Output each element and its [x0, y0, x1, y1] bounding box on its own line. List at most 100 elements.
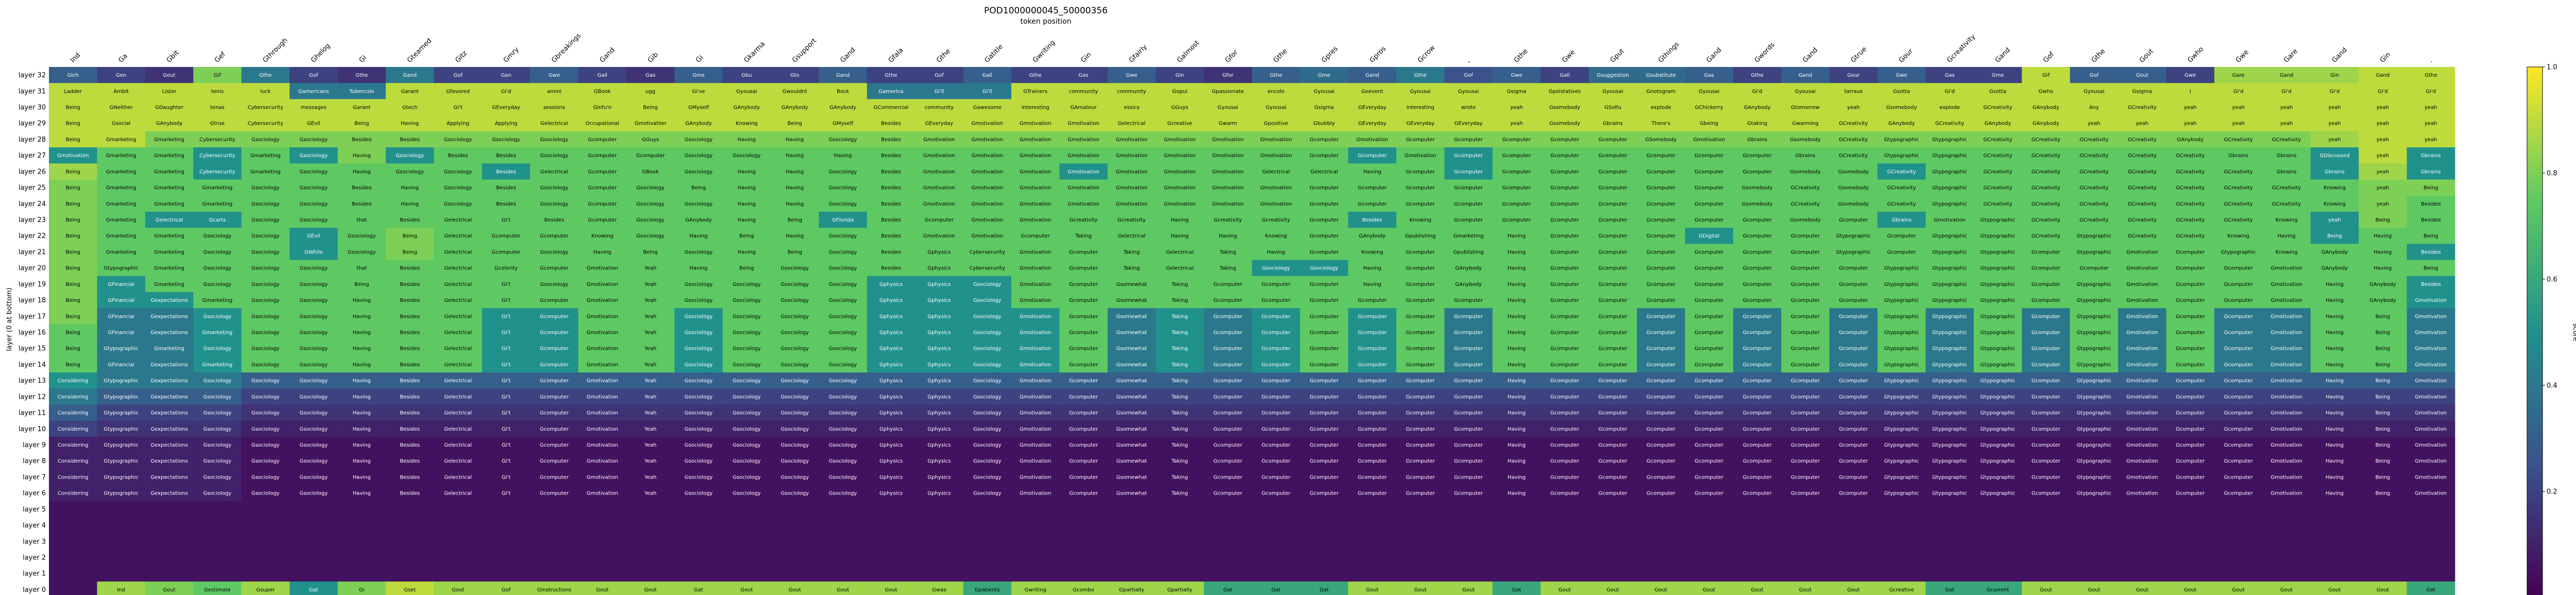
cell-label: Gcomputer — [1791, 314, 1820, 319]
cell-label: Gcomputer — [588, 153, 617, 159]
cell-label: Taking — [1171, 346, 1188, 352]
cell-label: Yeah — [644, 394, 656, 400]
cell-label: Gsociology — [251, 201, 280, 207]
cell-label: Gcomputer — [1743, 443, 1772, 448]
cell-label: Besides — [881, 249, 901, 255]
heatmap-cell — [771, 244, 819, 260]
cell-label: Gsociology — [444, 201, 472, 207]
cell-label: Gcomputer — [1262, 427, 1291, 432]
heatmap-cell — [2214, 179, 2263, 196]
cell-label: Gtypographic — [2077, 282, 2112, 287]
cell-label: Gmotivation — [1020, 411, 1052, 416]
cell-label: Yeah — [644, 491, 656, 497]
heatmap-cell — [1877, 131, 1926, 148]
cell-label: Gcomputer — [1310, 217, 1339, 223]
cell-label: GEveryday — [1406, 121, 1435, 127]
cell-label: Gcomputer — [1647, 443, 1676, 448]
cell-label: Being — [354, 282, 369, 287]
heatmap-cell — [963, 163, 1012, 180]
heatmap-cell — [1300, 276, 1349, 293]
heatmap-cell — [963, 115, 1012, 132]
heatmap-cell — [1011, 211, 1060, 228]
heatmap-cell — [97, 501, 146, 518]
cell-label: Having — [2326, 394, 2344, 400]
cell-label: Gcomputer — [1358, 314, 1387, 319]
cell-label: Gcomputer — [1550, 137, 1580, 143]
cell-label: Gcomputer — [588, 137, 617, 143]
cell-label: Gcomputer — [1839, 346, 1869, 352]
heatmap-cell — [963, 533, 1012, 550]
cell-label: GCreativity — [2224, 137, 2253, 143]
heatmap-cell — [1396, 565, 1445, 582]
heatmap-cell — [771, 517, 819, 534]
heatmap-cell — [722, 276, 771, 293]
cell-label: Gmotivation — [1020, 282, 1052, 287]
heatmap-cell — [337, 67, 386, 83]
heatmap-cell — [1396, 195, 1445, 212]
cell-label: Gsociology — [204, 491, 232, 497]
cell-label: Gtypographic — [1932, 443, 1967, 448]
heatmap-cell — [2118, 517, 2166, 534]
cell-label: Gcomputer — [1647, 362, 1676, 368]
cell-label: Gcomputer — [1647, 491, 1676, 497]
cell-label: Gsociology — [829, 443, 857, 448]
cell-label: Gexpectations — [150, 394, 188, 400]
heatmap-cell — [674, 517, 723, 534]
heatmap-cell — [819, 195, 868, 212]
cell-label: Gcomputer — [540, 346, 569, 352]
cell-label: Gcomputer — [1454, 314, 1483, 319]
cell-label: Gexpectations — [150, 427, 188, 432]
cell-label: Besides — [352, 137, 372, 143]
heatmap-cell — [915, 67, 963, 83]
heatmap-cell — [290, 179, 338, 196]
cell-label: Besides — [881, 121, 901, 127]
cell-label: Having — [353, 314, 371, 319]
cell-label: Gcomputer — [2031, 330, 2061, 336]
heatmap-cell — [385, 228, 434, 244]
heatmap-cell — [1540, 228, 1589, 244]
cell-label: that — [357, 266, 367, 271]
cell-label: Gtypographic — [1980, 217, 2015, 223]
heatmap-cell — [1493, 276, 1541, 293]
cell-label: wrote — [1461, 105, 1476, 111]
heatmap-cell — [578, 211, 627, 228]
heatmap-cell — [2262, 163, 2311, 180]
heatmap-cell — [1540, 99, 1589, 116]
heatmap-cell — [1300, 147, 1349, 164]
cell-label: Yeah — [644, 314, 656, 319]
heatmap-cell — [867, 147, 916, 164]
cell-label: Gcomputer — [1310, 458, 1339, 464]
heatmap-cell — [1396, 533, 1445, 550]
cell-label: Gmotivation — [1020, 249, 1052, 255]
cell-label: Gmotivation — [1067, 185, 1099, 191]
heatmap-cell — [145, 179, 194, 196]
colorbar-tick-label: 0.6 — [2547, 276, 2557, 284]
heatmap-cell — [337, 517, 386, 534]
cell-label: Gsigma — [1314, 105, 1334, 111]
heatmap-cell — [2310, 228, 2359, 244]
heatmap-cell — [2310, 179, 2359, 196]
heatmap-cell — [2406, 276, 2455, 293]
cell-label: Gmotivation — [972, 137, 1004, 143]
cell-label: Having — [786, 201, 804, 207]
heatmap-cell — [722, 501, 771, 518]
cell-label: Gtypographic — [1980, 282, 2015, 287]
cell-label: GAnybody — [2177, 137, 2204, 143]
heatmap-cell — [1107, 147, 1156, 164]
cell-label: Having — [2374, 266, 2392, 271]
cell-label: GCreativity — [2176, 217, 2205, 223]
cell-label: Gcomputer — [588, 217, 617, 223]
cell-label: yeah — [2280, 121, 2293, 127]
heatmap-cell — [963, 179, 1012, 196]
cell-label: Gout — [163, 587, 175, 593]
cell-label: Knowing — [2324, 201, 2346, 207]
cell-label: Yeah — [644, 266, 656, 271]
cell-label: Gcomputer — [2224, 458, 2253, 464]
cell-label: Cybersecurity — [248, 121, 284, 127]
heatmap-cell — [578, 276, 627, 293]
cell-label: yeah — [2377, 137, 2389, 143]
cell-label: Gsociology — [829, 137, 857, 143]
heatmap-cell — [1781, 211, 1830, 228]
cell-label: Gtaking — [1747, 121, 1767, 127]
cell-label: Gmotivation — [1164, 137, 1196, 143]
